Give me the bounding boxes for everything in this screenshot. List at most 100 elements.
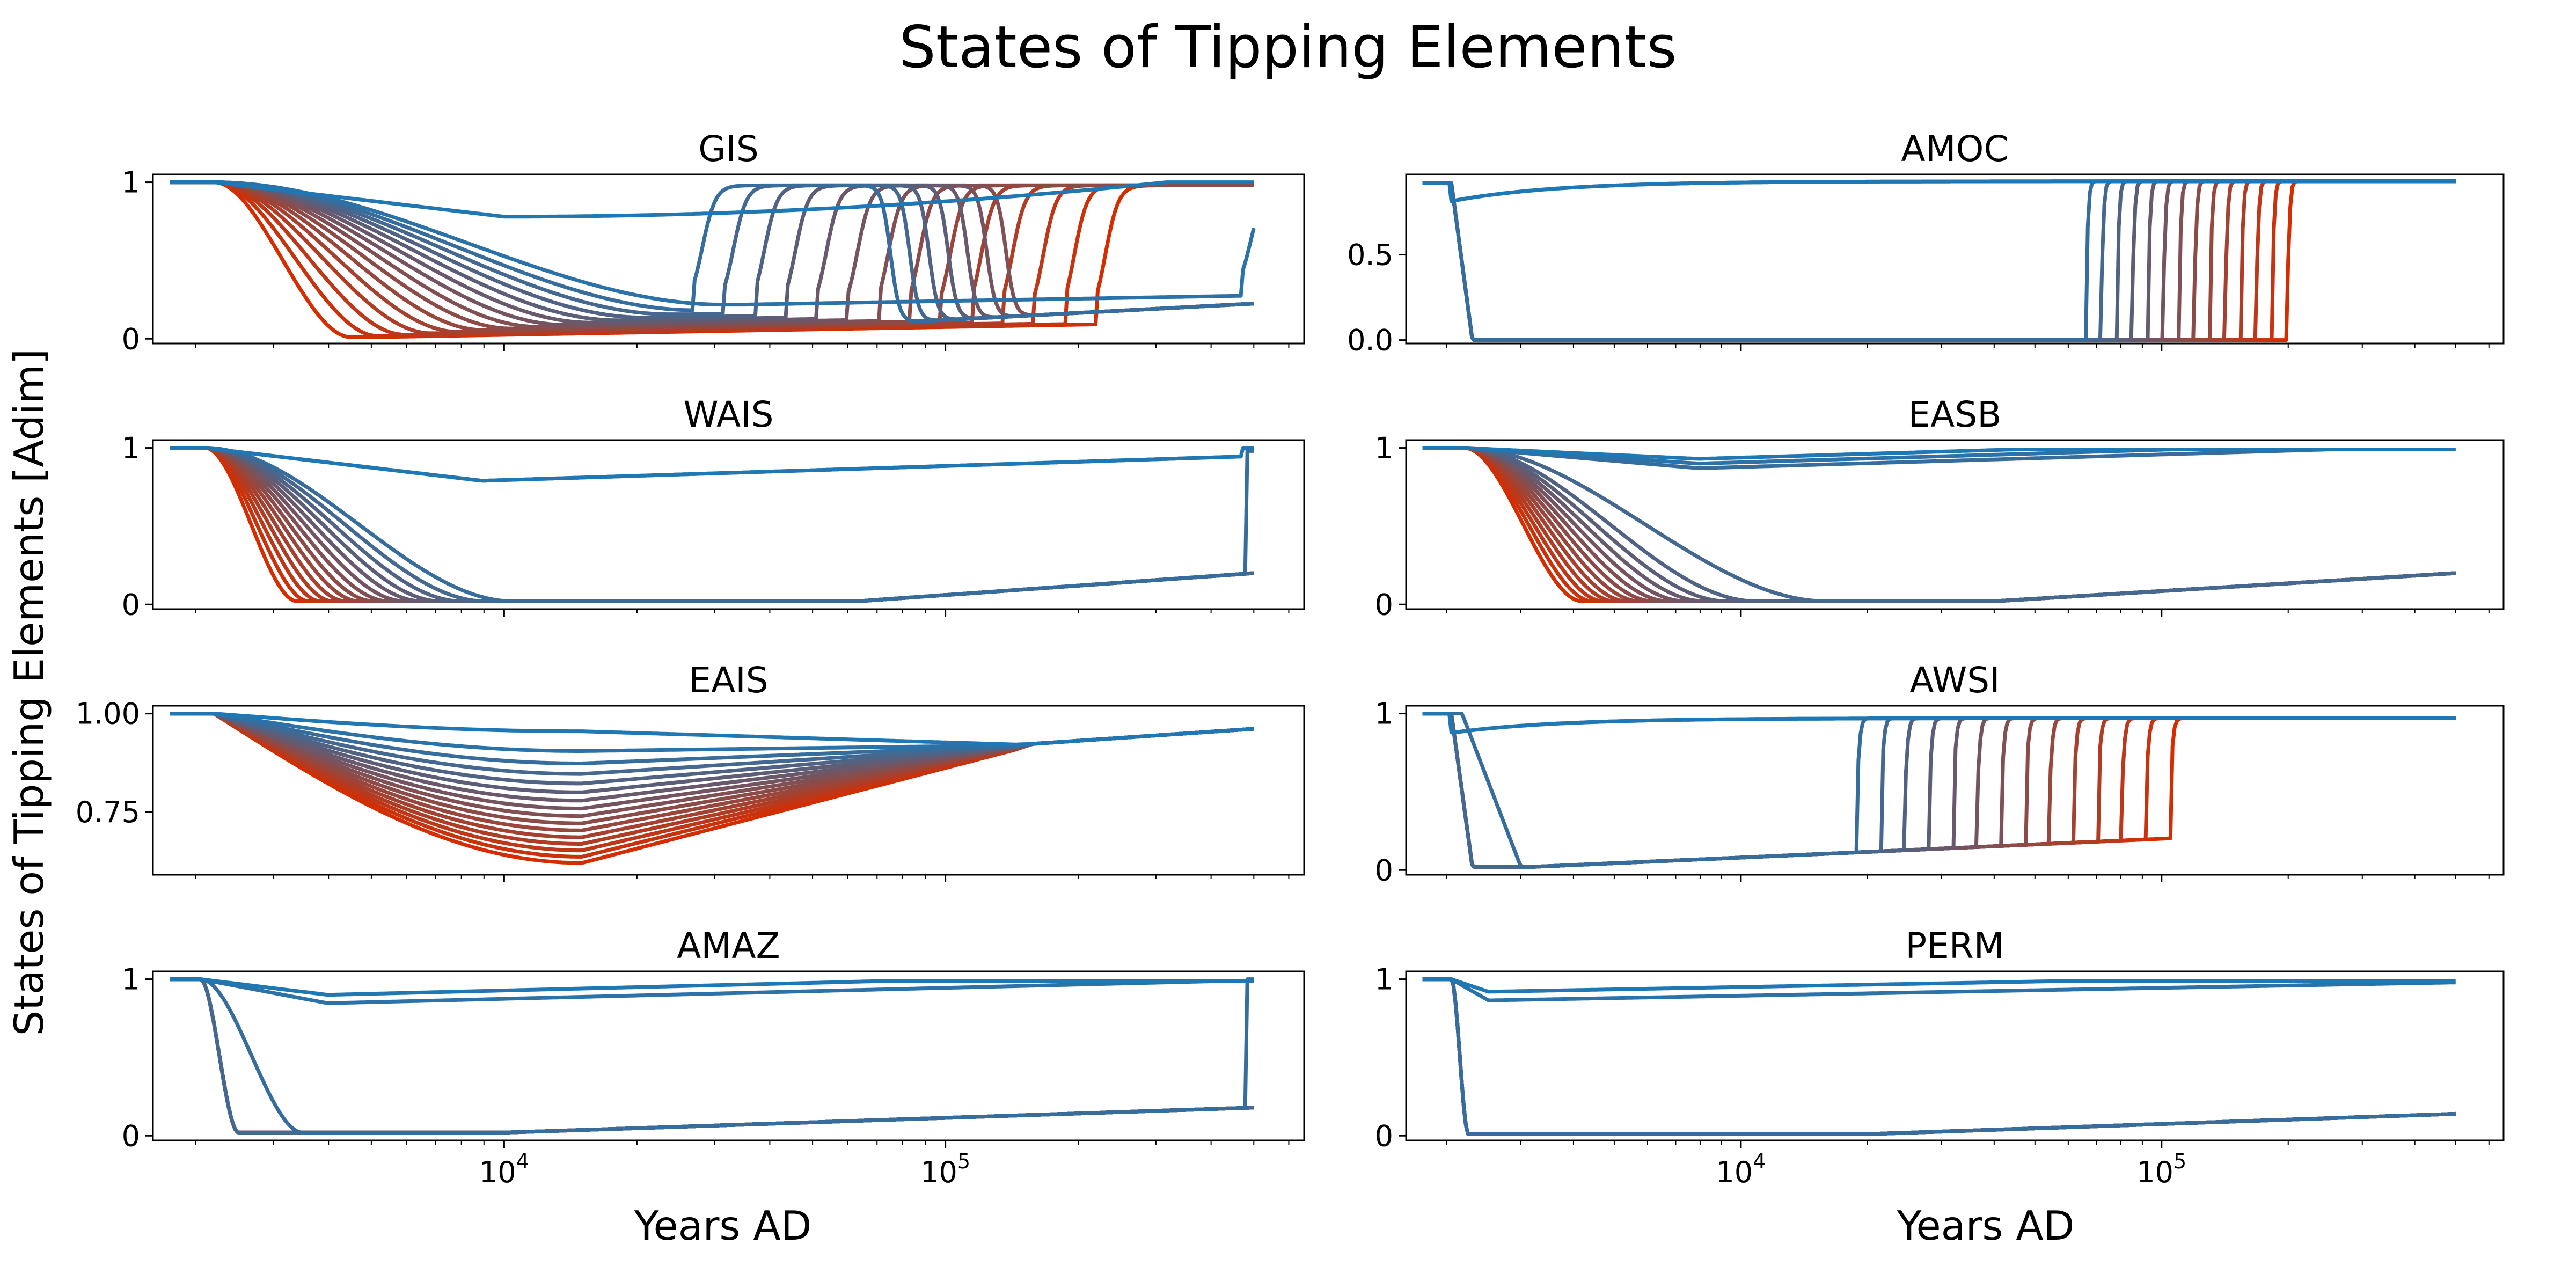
series-line [1422, 977, 2456, 1136]
panel-title: EASB [1908, 394, 2001, 435]
xtick-label: 105 [2136, 1150, 2186, 1189]
series-line [170, 180, 1254, 323]
series-group [170, 180, 1256, 339]
series-line [1422, 179, 2456, 342]
series-group [1422, 179, 2456, 342]
ytick-label: 1 [1375, 963, 1393, 997]
ytick-label: 0 [1375, 853, 1393, 887]
figure-ylabel: States of Tipping Elements [Adim] [5, 349, 53, 1036]
ytick-label: 0 [1375, 588, 1393, 621]
series-line [1422, 977, 2456, 1002]
series-line [1422, 712, 2456, 869]
series-line [1422, 179, 2456, 342]
series-line [170, 977, 1254, 1005]
xtick-label: 105 [920, 1150, 970, 1189]
ytick-label: 1 [122, 166, 140, 200]
panel-title: AMAZ [677, 925, 780, 967]
series-line [1422, 712, 2456, 869]
panel-amoc: AMOC 0.0 0.5 [1347, 128, 2505, 357]
xlabel-right: Years AD [1897, 1202, 2075, 1249]
panel-eais: EAIS 0.75 1.00 [76, 660, 1305, 882]
series-line [1422, 977, 2456, 1136]
series-line [1422, 179, 2456, 342]
ytick-label: 1 [1375, 431, 1393, 465]
panel-title: GIS [698, 128, 759, 170]
series-line [170, 446, 1254, 603]
ytick-label: 0 [122, 322, 140, 356]
panel-title: WAIS [683, 394, 773, 435]
series-group [170, 977, 1254, 1135]
series-line [1422, 712, 2456, 735]
ytick-label: 0.75 [76, 795, 140, 829]
series-line [170, 712, 1254, 753]
series-group [1422, 712, 2456, 869]
series-line [1422, 977, 2456, 1136]
series-line [1422, 712, 2456, 869]
series-line [1422, 712, 2456, 869]
series-line [1422, 977, 2456, 1136]
series-line [1422, 712, 2456, 869]
series-line [1422, 712, 2456, 869]
series-line [1422, 179, 2456, 203]
xtick-label: 104 [1716, 1150, 1766, 1189]
axes-frame [152, 173, 1305, 345]
series-line [1422, 179, 2456, 342]
series-line [1422, 977, 2456, 1136]
series-line [1422, 179, 2456, 342]
series-line [1422, 712, 2456, 869]
xlabel-left: Years AD [634, 1202, 812, 1249]
series-line [1422, 977, 2456, 1136]
series-line [1422, 179, 2456, 342]
figure-title: States of Tipping Elements [899, 14, 1677, 81]
ytick-label: 0.5 [1347, 238, 1393, 272]
axes-frame [1405, 705, 2505, 876]
series-line [1422, 712, 2456, 869]
series-group [1422, 977, 2456, 1136]
series-line [170, 180, 1256, 307]
series-line [1422, 179, 2456, 203]
ytick-label: 1.00 [76, 697, 140, 731]
series-line [1422, 179, 2456, 342]
series-line [1422, 712, 2456, 869]
ytick-label: 0 [122, 588, 140, 621]
series-line [170, 446, 1254, 483]
panel-easb: EASB 0 1 [1375, 394, 2505, 621]
ytick-label: 0 [1375, 1119, 1393, 1153]
axes-frame [1405, 970, 2505, 1141]
axes-frame [1405, 439, 2505, 610]
axes-frame [152, 970, 1305, 1141]
series-line [1422, 179, 2456, 342]
panel-wais: WAIS 0 1 [122, 394, 1305, 621]
series-line [1422, 977, 2456, 1136]
series-line [1422, 446, 2456, 603]
series-line [170, 180, 1254, 219]
series-line [1422, 712, 2456, 869]
series-line [170, 977, 1254, 1135]
panel-perm: PERM 0 1 104 105 [1375, 925, 2505, 1189]
series-line [1422, 712, 2456, 869]
series-line [1422, 977, 2456, 1136]
axes-frame [1405, 173, 2505, 345]
series-line [1422, 179, 2456, 342]
ytick-label: 1 [122, 963, 140, 997]
series-line [170, 977, 1254, 997]
series-line [1422, 446, 2456, 461]
series-line [1422, 712, 2456, 869]
panels: GIS 0 1 AMOC 0.0 0.5 WAIS 0 1 EASB 0 1 EAIS 0.75 1.00 A… [76, 128, 2505, 1189]
series-line [1422, 179, 2456, 342]
panel-title: PERM [1905, 925, 2004, 967]
series-line [1422, 712, 2456, 869]
panel-amaz: AMAZ 0 1 104 105 [122, 925, 1305, 1189]
series-group [170, 712, 1254, 865]
series-group [1422, 446, 2456, 603]
series-line [1422, 977, 2456, 1136]
series-line [1422, 977, 2456, 1136]
series-line [1422, 977, 2456, 1136]
ytick-label: 0.0 [1347, 324, 1393, 357]
series-line [1422, 977, 2456, 994]
series-line [1422, 179, 2456, 342]
ytick-label: 1 [1375, 697, 1393, 731]
series-line [170, 712, 1254, 747]
series-line [1422, 179, 2456, 342]
series-line [1422, 977, 2456, 1136]
